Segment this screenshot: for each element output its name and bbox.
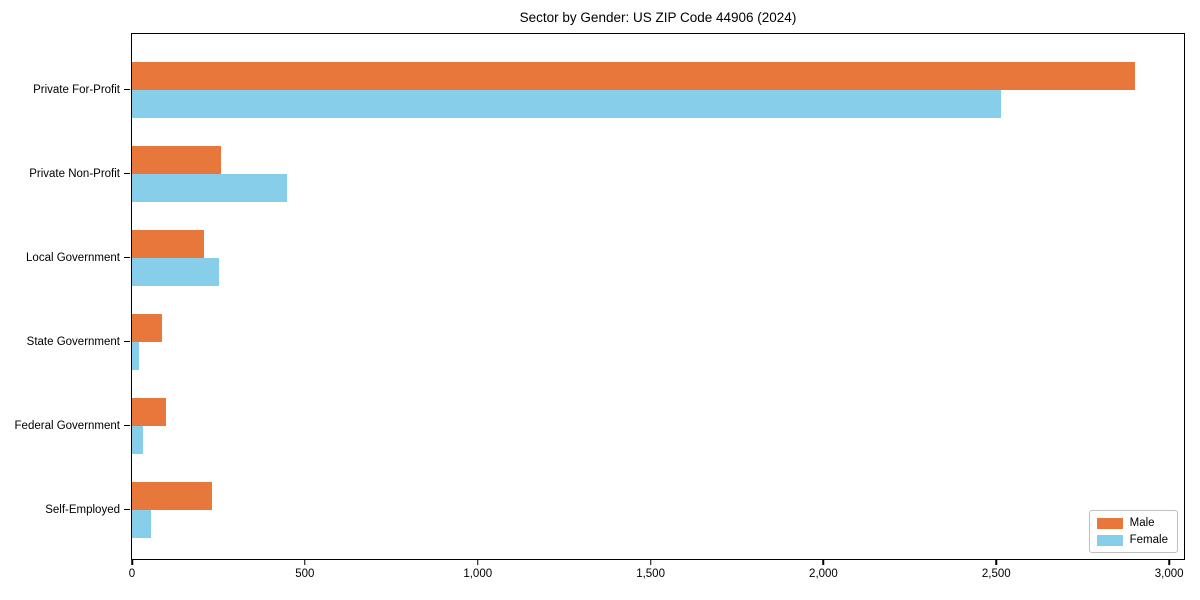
y-tick-label-private-non-profit: Private Non-Profit [29, 167, 120, 180]
chart-title: Sector by Gender: US ZIP Code 44906 (202… [519, 10, 797, 25]
x-tick-500 [304, 560, 306, 565]
y-tick-self-employed [124, 508, 130, 511]
y-tick-label-local-government: Local Government [26, 251, 120, 264]
x-tick-2-500 [995, 560, 998, 565]
x-tick-1-500 [649, 560, 652, 565]
bar-male-self-employed [132, 481, 213, 510]
bar-female-private-non-profit [132, 173, 287, 202]
y-tick-federal-government [124, 424, 130, 427]
y-tick-label-state-government: State Government [26, 335, 120, 348]
legend: Male Female [1088, 510, 1178, 553]
plot-area: Male Female Private For-Profit Private Non… [15, 33, 1185, 580]
x-tick-label-1-500: 1,500 [636, 568, 665, 580]
x-tick-label-3-000: 3,000 [1154, 568, 1184, 580]
bar-male-federal-government [132, 397, 166, 426]
legend-label-female: Female [1129, 534, 1168, 546]
bar-male-private-non-profit [132, 145, 222, 174]
x-tick-label-500: 500 [295, 568, 315, 580]
y-tick-label-federal-government: Federal Government [14, 419, 120, 432]
bar-female-private-for-profit [132, 89, 1002, 118]
bar-male-local-government [132, 229, 204, 258]
y-tick-private-non-profit [124, 172, 130, 175]
y-tick-label-private-for-profit: Private For-Profit [33, 83, 120, 96]
y-tick-private-for-profit [124, 88, 130, 91]
x-tick-2-000 [822, 560, 825, 565]
bar-female-state-government [132, 341, 139, 370]
x-tick-1-000 [476, 560, 479, 565]
x-tick-3-000 [1168, 560, 1170, 565]
y-tick-label-self-employed: Self-Employed [45, 503, 120, 516]
bar-female-local-government [132, 257, 220, 286]
bar-male-private-for-profit [132, 61, 1135, 90]
y-tick-local-government [124, 256, 130, 259]
x-tick-label-2-000: 2,000 [809, 568, 838, 580]
legend-item-male: Male [1096, 517, 1168, 529]
x-tick-0 [131, 560, 133, 565]
legend-label-male: Male [1129, 517, 1155, 529]
y-tick-state-government [124, 340, 130, 343]
legend-swatch-female [1096, 534, 1123, 546]
x-tick-label-2-500: 2,500 [981, 568, 1011, 580]
bar-female-federal-government [132, 425, 143, 454]
x-tick-label-1-000: 1,000 [463, 568, 493, 580]
bar-male-state-government [132, 313, 163, 342]
x-tick-label-0: 0 [128, 568, 136, 580]
legend-item-female: Female [1096, 534, 1168, 546]
legend-swatch-male [1096, 517, 1123, 529]
bar-female-self-employed [132, 509, 151, 538]
